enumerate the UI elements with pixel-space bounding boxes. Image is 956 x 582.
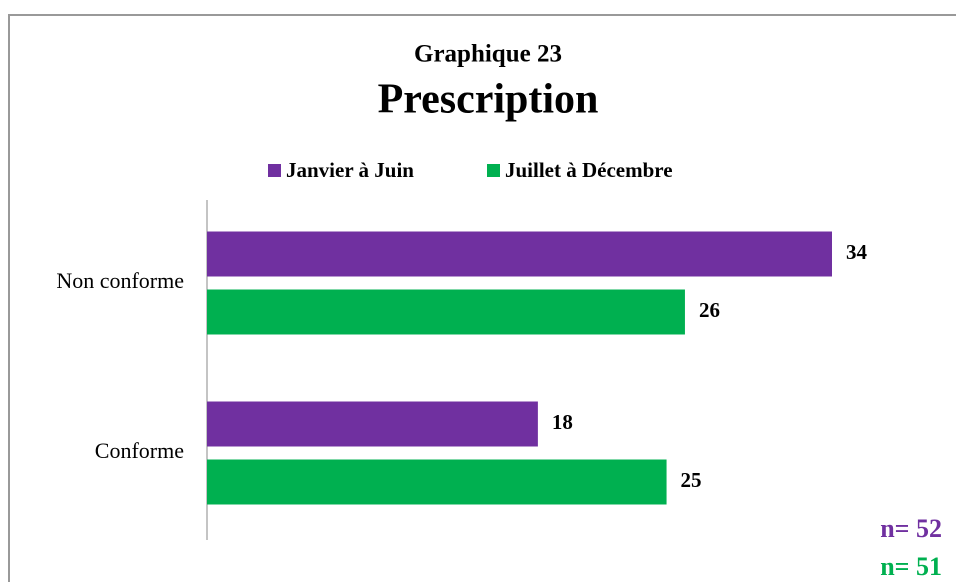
- legend-label: Janvier à Juin: [286, 158, 414, 182]
- chart-title: Graphique 23: [414, 41, 562, 68]
- legend-swatch: [268, 164, 281, 177]
- value-label: 25: [681, 468, 702, 492]
- legend-label: Juillet à Décembre: [505, 158, 673, 182]
- legend-swatch: [487, 164, 500, 177]
- value-label: 34: [846, 240, 868, 264]
- value-label: 18: [552, 410, 573, 434]
- y-tick-label: Conforme: [95, 438, 184, 463]
- bar: [207, 401, 538, 447]
- annotation: n= 51: [880, 552, 942, 581]
- bar: [207, 231, 832, 277]
- bar: [207, 459, 667, 505]
- annotation: n= 52: [880, 514, 942, 543]
- bar: [207, 289, 685, 335]
- chart-subtitle: Prescription: [378, 77, 599, 123]
- y-tick-label: Non conforme: [56, 268, 184, 293]
- value-label: 26: [699, 298, 720, 322]
